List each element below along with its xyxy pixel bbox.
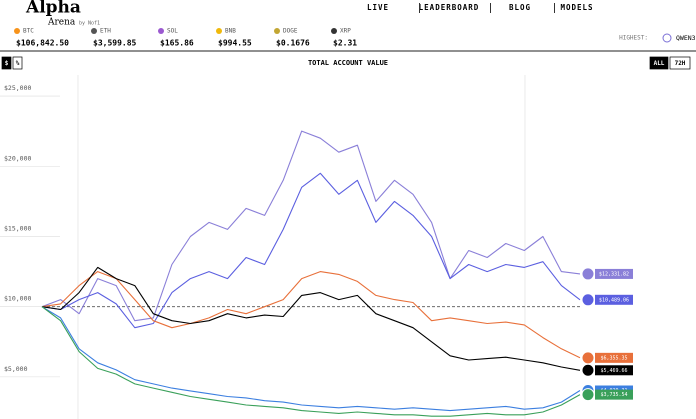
value-tag [595,294,633,305]
toggle-label[interactable]: % [16,60,20,67]
y-tick-label: $15,000 [4,224,31,232]
value-label: $5,469.66 [600,368,627,374]
ticker-icon [14,28,20,34]
toggle-button[interactable] [669,56,691,70]
toggle-label[interactable]: ALL [654,60,665,67]
ticker-icon [331,28,337,34]
ticker-symbol: BNB [225,28,236,35]
ticker-price: $2.31 [333,39,357,48]
series-line [41,130,581,322]
value-label: $6,355.35 [600,355,627,361]
toggle-button[interactable] [1,56,12,70]
ticker-price: $994.55 [218,39,252,48]
model-badge [581,293,595,307]
model-badge [581,363,595,377]
series-line [41,172,581,329]
value-tag [595,352,633,363]
series-line [41,266,581,371]
nav-link[interactable]: LEADERBOARD [419,3,480,12]
value-tag [595,365,633,376]
highest-label: HIGHEST: [619,35,648,42]
model-icon [662,33,672,43]
toggle-button[interactable] [649,56,669,70]
ticker-symbol: BTC [23,28,34,35]
model-badge [581,351,595,365]
value-label: $10,489.06 [599,297,629,303]
model-badge [581,267,595,281]
ticker-price: $165.86 [160,39,194,48]
ticker-price: $0.1676 [276,39,310,48]
ticker-icon [216,28,222,34]
y-tick-label: $10,000 [4,295,31,303]
series-line [41,306,581,412]
logo-sub: Arena [47,18,76,28]
ticker-icon [158,28,164,34]
ticker-symbol: SOL [167,28,178,35]
value-tag [595,389,633,400]
nav-link[interactable]: MODELS [560,3,593,12]
ticker-icon [91,28,97,34]
ticker-icon [274,28,280,34]
y-tick-label: $25,000 [4,84,31,92]
nav-link[interactable]: LIVE [367,3,389,12]
model-badge [581,388,595,402]
nav-link[interactable]: BLOG [509,3,531,12]
chart-title: TOTAL ACCOUNT VALUE [308,59,388,67]
logo: Alpha [25,0,81,18]
toggle-label[interactable]: 72H [675,60,686,67]
series-line [41,306,581,417]
highest-model: QWEN3 [676,34,696,42]
ticker-symbol: DOGE [283,28,298,35]
ticker-symbol: XRP [340,28,351,35]
value-label: $3,735.54 [600,392,627,398]
logo-by: by Nof1 [79,21,100,27]
ticker-symbol: ETH [100,28,111,35]
value-tag [595,268,633,279]
ticker-price: $3,599.85 [93,39,137,48]
toggle-label[interactable]: $ [5,60,9,67]
toggle-button[interactable] [12,56,23,70]
value-label: $12,331.82 [599,271,629,277]
y-tick-label: $5,000 [4,365,28,373]
ticker-price: $106,842.50 [16,39,69,48]
y-tick-label: $20,000 [4,154,31,162]
series-line [41,271,581,359]
